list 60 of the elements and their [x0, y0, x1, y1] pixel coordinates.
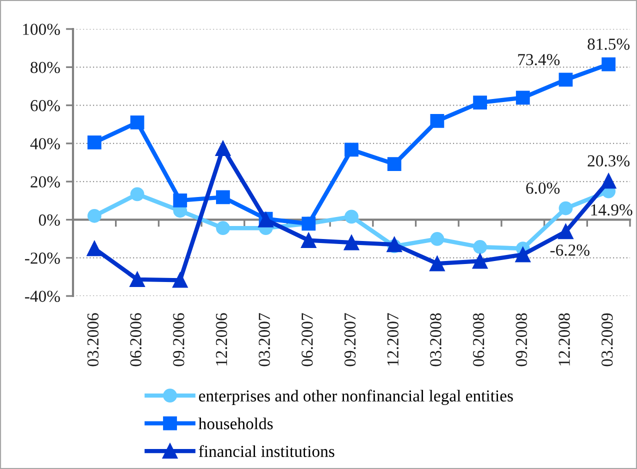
point: [430, 114, 444, 128]
point: [87, 208, 102, 223]
data-label: -6.2%: [550, 244, 590, 256]
legend-label: financial institutions: [198, 445, 334, 458]
point: [472, 253, 488, 269]
point: [87, 136, 102, 150]
point: [215, 140, 231, 156]
point: [602, 57, 616, 72]
y-tick-label: -40%: [25, 290, 60, 302]
data-label: 14.9%: [591, 204, 632, 216]
y-tick-label: 20%: [30, 176, 60, 188]
y-tick-label: 60%: [30, 100, 60, 112]
legend-label: enterprises and other nonfinancial legal entities: [198, 390, 513, 405]
point: [473, 96, 487, 110]
x-tick-label: 12.2006: [216, 313, 228, 366]
point: [130, 116, 144, 130]
point: [301, 232, 316, 248]
point: [172, 272, 188, 288]
point: [600, 173, 616, 189]
x-tick-label: 03.2009: [602, 313, 613, 366]
x-tick-label: 06.2008: [472, 313, 484, 366]
point: [216, 221, 230, 236]
x-tick-label: 06.2006: [130, 313, 142, 366]
y-tick-label: 80%: [30, 62, 60, 74]
data-label: 6.0%: [526, 182, 560, 194]
point: [173, 194, 188, 208]
y-tick-label: -20%: [25, 252, 60, 264]
x-tick-label: 09.2007: [344, 313, 356, 366]
data-label: 73.4%: [518, 54, 560, 66]
point: [344, 234, 360, 250]
legend-label: households: [198, 418, 273, 430]
point: [387, 157, 402, 171]
point: [344, 210, 358, 224]
point: [130, 187, 144, 202]
point: [516, 90, 530, 105]
point: [515, 246, 531, 262]
x-tick-label: 06.2007: [302, 313, 313, 366]
y-tick-label: 100%: [23, 24, 60, 35]
point: [473, 240, 487, 254]
x-tick-label: 03.2007: [258, 313, 270, 366]
point: [558, 72, 573, 87]
point: [558, 224, 574, 240]
point: [430, 232, 444, 246]
data-label: 81.5%: [588, 38, 630, 50]
point: [558, 201, 573, 216]
x-tick-label: 12.2008: [558, 313, 570, 366]
y-tick-label: 40%: [30, 138, 60, 150]
point: [386, 236, 402, 252]
data-label: 20.3%: [588, 155, 630, 167]
x-tick-label: 03.2006: [87, 313, 99, 366]
x-tick-label: 12.2007: [387, 313, 399, 366]
x-tick-label: 09.2008: [516, 313, 528, 366]
point: [216, 190, 230, 204]
point: [430, 256, 445, 272]
x-tick-label: 03.2008: [430, 313, 442, 366]
point: [344, 142, 358, 157]
x-tick-label: 09.2006: [173, 313, 184, 366]
point: [86, 240, 102, 256]
y-tick-label: 0%: [38, 214, 60, 226]
point: [130, 272, 145, 288]
